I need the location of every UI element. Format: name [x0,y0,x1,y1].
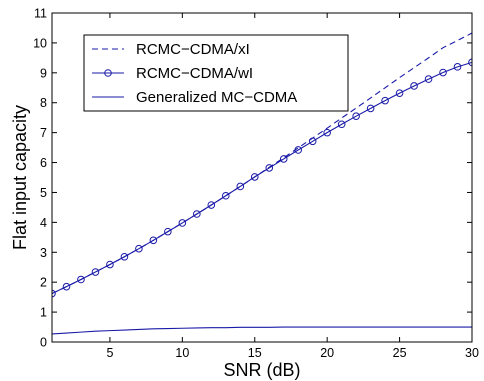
legend-label-1: RCMC−CDMA/wI [136,65,253,82]
series-1-point [279,155,288,163]
y-tick-label: 1 [40,306,47,320]
y-tick-label: 8 [40,96,47,110]
y-tick-label: 10 [33,36,47,50]
plot-frame [51,12,473,343]
legend: RCMC−CDMA/xI RCMC−CDMA/wI Generalized MC−C… [83,34,349,112]
series-1-point [337,120,346,129]
series-1-point [381,96,389,105]
series-1-point [250,173,259,181]
x-tick-label: 30 [465,346,479,360]
axes: 5 10 15 20 25 30 0 1 2 3 4 5 6 7 8 9 10 11 [33,7,479,361]
series-1-point [164,227,172,236]
legend-box [83,34,349,112]
y-tick-label: 0 [40,336,47,350]
series-line-2 [52,326,472,335]
y-axis-title: Flat input capacity [10,105,30,250]
series-1-point [135,244,143,253]
y-tick-label: 7 [40,126,47,140]
x-tick-label: 10 [175,346,189,360]
series-1-point [77,275,85,284]
x-tick-label: 15 [248,346,262,360]
series-1-point [323,128,331,137]
series-1-point [178,219,187,227]
legend-label-0: RCMC−CDMA/xI [136,41,250,58]
series-1-point [453,63,462,71]
x-tick-label: 5 [106,346,113,360]
series-1-point [91,268,100,276]
series-line-1 [52,61,472,295]
series-1-point [106,260,114,269]
series-1-point [236,182,245,191]
y-tick-label: 3 [40,246,47,260]
series-1-point [439,68,447,77]
series-1-point [207,201,216,209]
series-1-point [294,146,303,154]
series-1-point [424,75,433,83]
series-1-point [352,112,360,120]
y-tick-label: 6 [40,156,47,170]
x-axis-title: SNR (dB) [223,360,300,380]
series-1-point [410,82,418,90]
series-1-point [366,104,375,113]
series-1-point [193,210,201,218]
series-1-point [468,58,472,67]
series-1-point [149,236,158,245]
plot-area [52,32,472,335]
series-1-point [120,252,129,261]
legend-marker-1 [104,69,112,77]
y-tick-label: 2 [40,276,47,290]
series-1-point [395,89,404,97]
series-1-point [308,137,317,146]
y-tick-label: 4 [40,216,47,230]
x-tick-label: 25 [393,346,407,360]
series-1-point [221,191,230,200]
series-1-point [265,164,274,172]
y-tick-label: 9 [40,66,47,80]
x-tick-label: 20 [320,346,334,360]
series-1-point [62,282,71,291]
legend-label-2: Generalized MC−CDMA [136,89,297,106]
y-tick-label: 5 [40,186,47,200]
y-tick-label: 11 [34,7,47,21]
